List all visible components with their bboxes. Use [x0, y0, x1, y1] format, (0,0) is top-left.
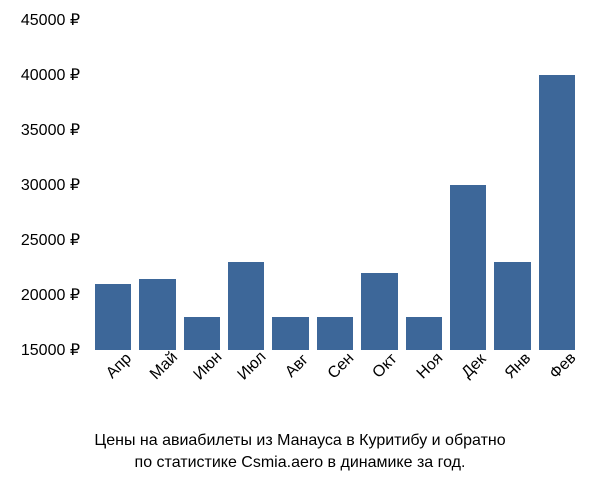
bar — [95, 284, 131, 350]
y-tick-label: 15000 ₽ — [21, 340, 80, 360]
y-tick-label: 25000 ₽ — [21, 230, 80, 250]
x-label-wrapper: Дек — [450, 355, 486, 415]
x-tick-label: Янв — [502, 350, 535, 383]
bars-group — [90, 20, 580, 350]
x-tick-label: Окт — [370, 350, 402, 382]
x-label-wrapper: Янв — [494, 355, 530, 415]
bar — [139, 279, 175, 351]
x-tick-label: Дек — [459, 351, 491, 383]
x-tick-label: Ноя — [413, 350, 446, 383]
y-tick-label: 20000 ₽ — [21, 285, 80, 305]
x-axis-labels: АпрМайИюнИюлАвгСенОктНояДекЯнвФев — [90, 355, 580, 415]
bar — [361, 273, 397, 350]
x-label-wrapper: Авг — [272, 355, 308, 415]
y-tick-label: 45000 ₽ — [21, 10, 80, 30]
x-tick-label: Июл — [235, 349, 271, 385]
x-label-wrapper: Май — [139, 355, 175, 415]
x-label-wrapper: Сен — [317, 355, 353, 415]
bar — [406, 317, 442, 350]
caption-line1: Цены на авиабилеты из Манауса в Куритибу… — [94, 432, 505, 449]
bar — [184, 317, 220, 350]
x-label-wrapper: Ноя — [406, 355, 442, 415]
caption-line2: по статистике Csmia.aero в динамике за г… — [135, 454, 466, 471]
x-tick-label: Авг — [282, 351, 312, 381]
x-label-wrapper: Фев — [539, 355, 575, 415]
y-axis-labels: 15000 ₽20000 ₽25000 ₽30000 ₽35000 ₽40000… — [0, 20, 85, 350]
chart-caption: Цены на авиабилеты из Манауса в Куритибу… — [0, 430, 600, 475]
y-tick-label: 30000 ₽ — [21, 175, 80, 195]
bar — [228, 262, 264, 350]
y-tick-label: 40000 ₽ — [21, 65, 80, 85]
x-tick-label: Фев — [546, 350, 580, 384]
bar — [272, 317, 308, 350]
bar — [539, 75, 575, 350]
x-tick-label: Май — [146, 349, 181, 384]
y-tick-label: 35000 ₽ — [21, 120, 80, 140]
bar — [317, 317, 353, 350]
x-tick-label: Апр — [103, 350, 136, 383]
bar — [494, 262, 530, 350]
bar — [450, 185, 486, 350]
x-label-wrapper: Окт — [361, 355, 397, 415]
x-label-wrapper: Июн — [184, 355, 220, 415]
x-label-wrapper: Апр — [95, 355, 131, 415]
x-tick-label: Июн — [190, 349, 226, 385]
x-tick-label: Сен — [325, 350, 358, 383]
x-label-wrapper: Июл — [228, 355, 264, 415]
chart-plot-area — [90, 20, 580, 350]
